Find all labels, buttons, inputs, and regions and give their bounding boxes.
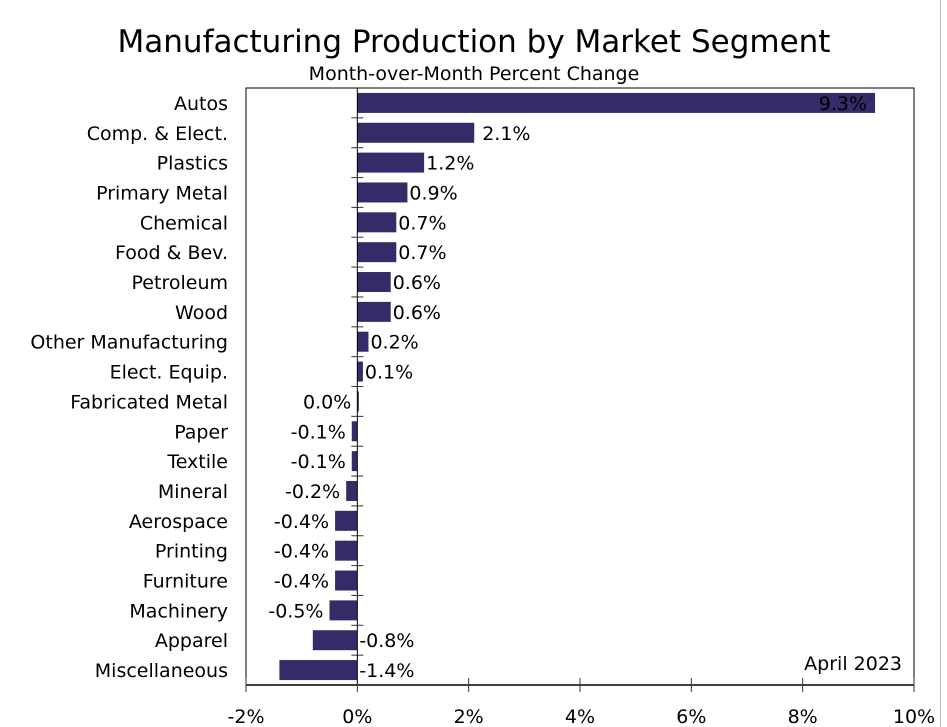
- category-label: Elect. Equip.: [110, 362, 228, 384]
- x-tick-label: -2%: [228, 706, 265, 727]
- category-label: Comp. & Elect.: [87, 123, 228, 145]
- data-label: 1.2%: [426, 153, 474, 175]
- category-label: Aerospace: [129, 511, 228, 533]
- category-label: Mineral: [158, 481, 228, 503]
- bar: [335, 540, 358, 561]
- data-label: 0.1%: [365, 362, 413, 384]
- bar: [279, 660, 358, 681]
- category-label: Other Manufacturing: [30, 332, 228, 354]
- x-tick-label: 6%: [676, 706, 706, 727]
- x-tick-label: 4%: [565, 706, 595, 727]
- data-label: -0.1%: [291, 451, 346, 473]
- plot-area: [245, 87, 915, 686]
- data-label: 0.2%: [370, 332, 418, 354]
- x-tick-label: 2%: [454, 706, 484, 727]
- data-label: 0.9%: [409, 182, 457, 204]
- category-label: Printing: [155, 541, 228, 563]
- data-label: -0.4%: [274, 511, 329, 533]
- data-label: 9.3%: [819, 93, 867, 115]
- x-tick-label: 8%: [788, 706, 818, 727]
- category-label: Plastics: [157, 153, 228, 175]
- data-label: -0.8%: [359, 630, 414, 652]
- category-label: Apparel: [155, 630, 228, 652]
- category-label: Petroleum: [132, 272, 228, 294]
- bar: [357, 331, 369, 352]
- bar: [357, 152, 425, 173]
- data-label: 0.6%: [393, 302, 441, 324]
- right-border: [940, 0, 941, 727]
- data-label: -0.4%: [274, 541, 329, 563]
- bar: [312, 630, 358, 651]
- bar: [335, 510, 358, 531]
- date-annotation: April 2023: [804, 653, 902, 675]
- data-label: 0.7%: [398, 212, 446, 234]
- bar: [357, 122, 475, 143]
- chart-title: Manufacturing Production by Market Segme…: [118, 24, 831, 60]
- category-label: Machinery: [129, 600, 228, 622]
- category-label: Furniture: [143, 571, 228, 593]
- bar: [335, 570, 358, 591]
- data-label: -0.5%: [268, 600, 323, 622]
- category-label: Textile: [166, 451, 228, 473]
- data-label: 0.6%: [393, 272, 441, 294]
- bar: [357, 242, 397, 263]
- bar: [357, 182, 408, 203]
- data-label: 0.7%: [398, 242, 446, 264]
- bar: [357, 92, 876, 113]
- bar: [357, 391, 359, 412]
- chart-subtitle: Month-over-Month Percent Change: [309, 63, 640, 85]
- bar: [357, 301, 391, 322]
- category-label: Primary Metal: [96, 182, 228, 204]
- category-label: Paper: [174, 421, 228, 443]
- category-label: Miscellaneous: [95, 660, 228, 682]
- category-label: Fabricated Metal: [70, 391, 228, 413]
- x-tick-label: 0%: [342, 706, 372, 727]
- bar: [357, 361, 363, 382]
- data-label: 0.0%: [303, 391, 351, 413]
- data-label: -0.1%: [291, 421, 346, 443]
- data-label: -0.4%: [274, 571, 329, 593]
- category-label: Wood: [175, 302, 228, 324]
- bar: [357, 272, 391, 293]
- category-label: Food & Bev.: [115, 242, 228, 264]
- data-label: -0.2%: [285, 481, 340, 503]
- category-label: Chemical: [140, 212, 228, 234]
- category-label: Autos: [174, 93, 228, 115]
- bar: [351, 451, 358, 472]
- data-label: -1.4%: [359, 660, 414, 682]
- bar: [351, 421, 358, 442]
- data-label: 2.1%: [482, 123, 530, 145]
- bar: [329, 600, 358, 621]
- x-tick-label: 10%: [893, 706, 935, 727]
- bar: [357, 212, 397, 233]
- bar: [346, 480, 358, 501]
